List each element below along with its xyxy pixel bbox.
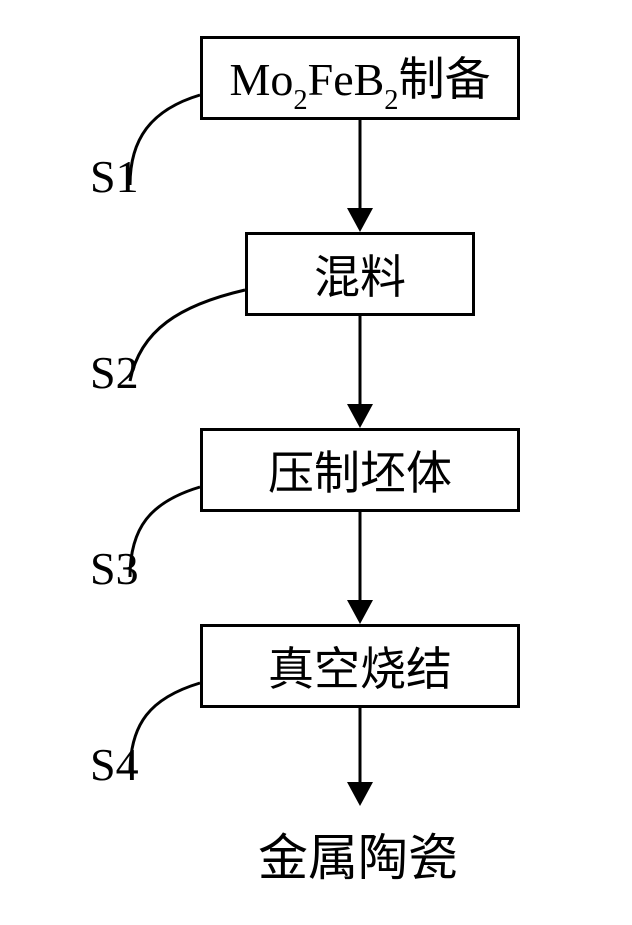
arrow-s1-s2	[347, 120, 373, 232]
arrow-s3-s4	[347, 512, 373, 624]
step-label-s1: S1	[90, 150, 139, 203]
diagram-canvas: Mo2FeB2制备 S1 混料 S2 压制坯体 S3 真空烧结 S4 金属陶瓷	[0, 0, 632, 925]
connector-s2	[130, 290, 245, 381]
connector-s4	[130, 683, 200, 773]
step-label-s3: S3	[90, 542, 139, 595]
step-box-s2: 混料	[245, 232, 475, 316]
final-output-text: 金属陶瓷	[258, 818, 458, 890]
step-box-s4: 真空烧结	[200, 624, 520, 708]
step-label-s2: S2	[90, 346, 139, 399]
step-box-s2-text: 混料	[314, 241, 406, 307]
arrow-s2-s3	[347, 316, 373, 428]
step-box-s1: Mo2FeB2制备	[200, 36, 520, 120]
step-box-s3-text: 压制坯体	[268, 437, 452, 503]
arrow-s4-final	[347, 708, 373, 806]
step-label-s4: S4	[90, 738, 139, 791]
step-box-s4-text: 真空烧结	[268, 633, 452, 699]
connector-s3	[130, 487, 200, 577]
connector-s1	[130, 95, 200, 185]
step-box-s1-text: Mo2FeB2制备	[229, 43, 490, 113]
step-box-s3: 压制坯体	[200, 428, 520, 512]
